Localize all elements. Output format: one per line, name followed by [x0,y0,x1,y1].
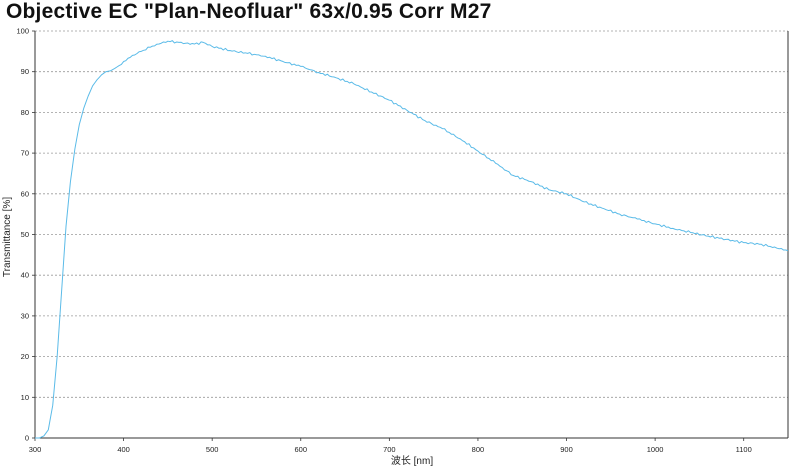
x-tick-label: 1000 [647,445,664,454]
grid-lines [35,30,788,398]
y-tick-label: 80 [21,108,29,117]
y-axis-label: Transmittance [%] [2,197,13,277]
transmittance-series-line-0 [35,40,789,439]
x-tick-label: 500 [206,445,219,454]
y-tick-label: 20 [21,352,29,361]
y-tick-label: 100 [16,27,29,36]
x-tick-label: 800 [472,445,485,454]
x-tick-label: 400 [117,445,130,454]
x-tick-label: 1100 [736,445,752,454]
y-tick-label: 60 [21,189,29,198]
axes [32,30,789,441]
tick-labels: 0 10 20 30 40 50 60 70 80 90 100 300 400 500 600 700 800… [16,27,751,455]
x-tick-label: 600 [295,445,308,454]
y-tick-label: 30 [21,311,29,320]
x-tick-label: 300 [29,445,42,454]
y-tick-label: 40 [21,271,29,280]
y-tick-label: 70 [21,149,29,158]
y-tick-label: 0 [25,434,29,443]
chart-title: Objective EC "Plan-Neofluar" 63x/0.95 Co… [6,0,492,23]
y-tick-label: 10 [21,393,29,402]
x-tick-label: 700 [383,445,396,454]
x-axis-label: 波长 [nm] [391,454,433,467]
x-tick-label: 900 [560,445,573,454]
y-tick-label: 50 [21,230,29,239]
y-tick-label: 90 [21,67,29,76]
series-layer [35,40,789,439]
